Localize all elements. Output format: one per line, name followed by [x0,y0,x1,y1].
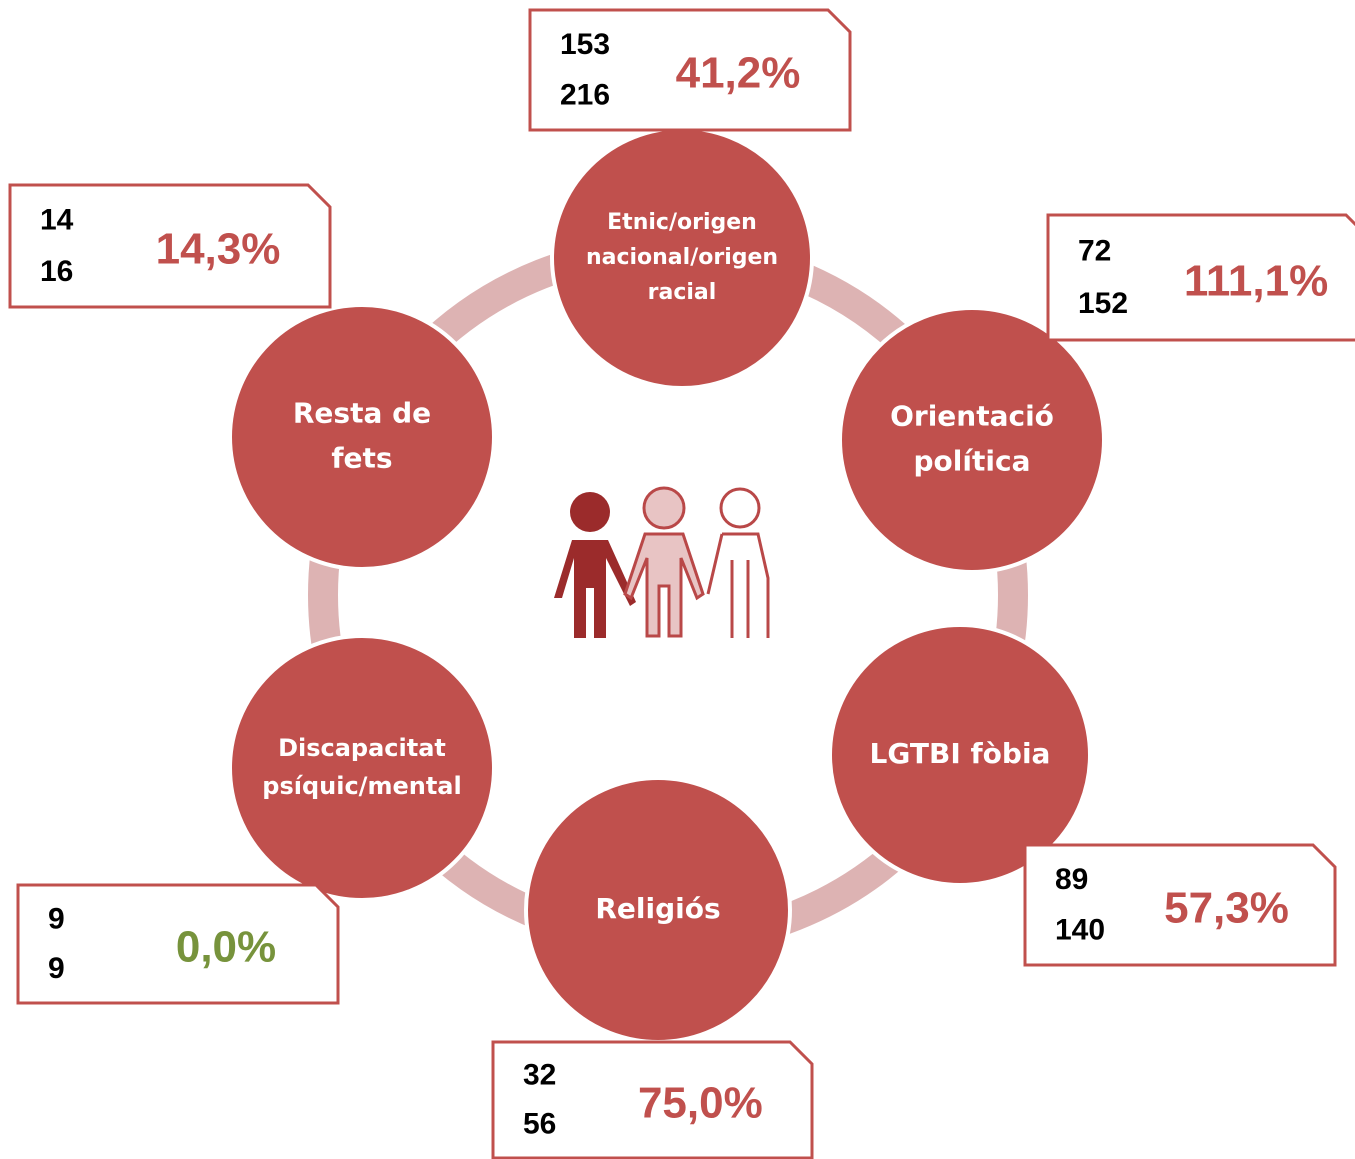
count-top: 14 [40,204,74,237]
stat-box: 9 9 0,0% [16,883,340,1005]
count-bottom: 9 [48,952,65,985]
node-label: fets [331,441,392,474]
node-label: Discapacitat [278,734,446,762]
stat-box: 32 56 75,0% [491,1040,814,1159]
node-label: nacional/origen [586,245,778,270]
node-label: racial [648,280,717,305]
node-label: psíquic/mental [262,772,461,800]
percent: 57,3% [1164,884,1289,933]
node-label: política [914,444,1031,477]
node: Resta de fets [228,303,496,571]
node-label: LGTBI fòbia [870,737,1051,770]
count-top: 72 [1078,234,1111,267]
node-circle [838,306,1106,574]
node-circle [828,623,1092,887]
count-bottom: 140 [1055,913,1105,946]
stat-box: 89 140 57,3% [1023,843,1337,967]
box-frame [491,1040,814,1159]
count-bottom: 216 [560,78,610,111]
node-label: Orientació [890,400,1054,433]
box-frame [16,883,340,1005]
count-top: 32 [523,1059,556,1092]
count-bottom: 56 [523,1107,556,1140]
count-bottom: 16 [40,255,73,288]
stat-box: 14 16 14,3% [8,183,332,309]
count-bottom: 152 [1078,287,1128,320]
box-frame [528,8,852,132]
percent: 41,2% [676,49,801,98]
count-top: 9 [48,902,65,935]
node: Religiós [524,776,792,1044]
percent: 111,1% [1184,256,1328,305]
node-label: Resta de [293,397,431,430]
percent: 14,3% [156,225,281,274]
count-top: 89 [1055,863,1088,896]
node: Discapacitat psíquic/mental [228,634,496,902]
percent: 75,0% [638,1078,763,1127]
box-frame [8,183,332,309]
stat-box: 153 216 41,2% [528,8,852,132]
node: Etnic/origen nacional/origen racial [550,126,814,390]
node-circle [228,634,496,902]
count-top: 153 [560,28,610,61]
node: Orientació política [838,306,1106,574]
percent: 0,0% [176,923,276,972]
node-label: Religiós [595,892,720,925]
node: LGTBI fòbia [828,623,1092,887]
node-circle [228,303,496,571]
people-icon [554,486,770,638]
node-label: Etnic/origen [607,210,757,235]
stat-box: 72 152 111,1% [1046,213,1355,342]
box-frame [1046,213,1355,342]
box-frame [1023,843,1337,967]
